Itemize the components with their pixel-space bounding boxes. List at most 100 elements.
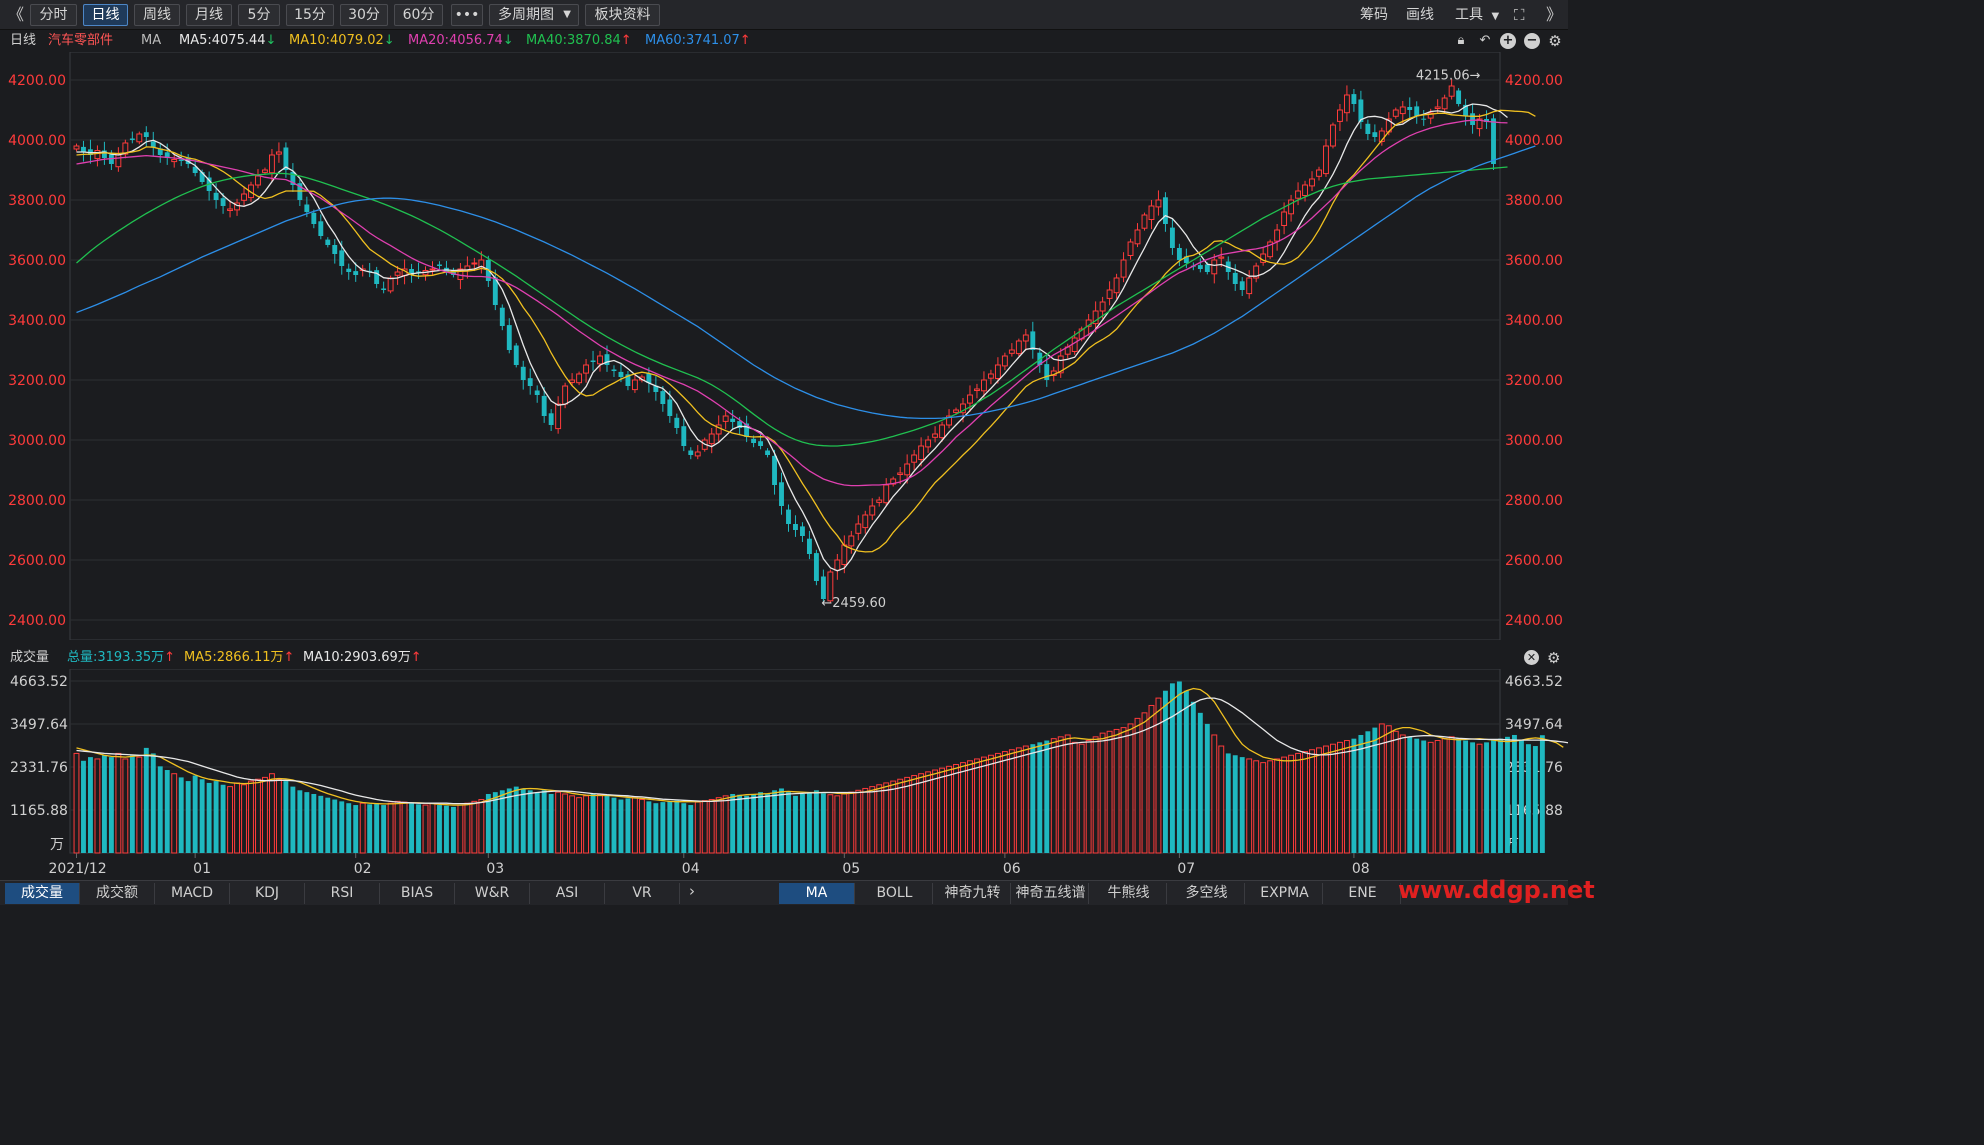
indicator-tab-kdj-3[interactable]: KDJ [230, 883, 305, 904]
period-tab-2[interactable]: 周线 [134, 4, 180, 26]
candle-down [1183, 256, 1189, 263]
overlay-tab-expma-6[interactable]: EXPMA [1247, 883, 1323, 904]
candle-down [499, 307, 505, 326]
volume-bar-down [332, 799, 338, 853]
volume-bar-up [115, 752, 122, 854]
overlay-tab-item-4[interactable]: 牛熊线 [1091, 883, 1167, 904]
period-tab-3[interactable]: 月线 [186, 4, 232, 26]
candle-up [1274, 229, 1281, 242]
indicator-tab-asi-7[interactable]: ASI [530, 883, 605, 904]
x-tick-label: 04 [682, 861, 700, 877]
y-tick-label-left: 3000.00 [8, 433, 66, 449]
period-tab-4[interactable]: 5分 [238, 4, 280, 26]
chevron-right-icon[interactable]: › [689, 882, 695, 900]
candle-up [994, 364, 1001, 379]
volume-bar-down [744, 795, 750, 853]
volume-bar-up [1015, 747, 1022, 854]
candle-up [597, 355, 603, 365]
ma60-value: MA60:3741.07↑ [645, 30, 751, 52]
period-tab-0[interactable]: 分时 [30, 4, 77, 26]
volume-bar-down [192, 775, 198, 853]
volume-bar-down [1414, 738, 1420, 853]
period-tab-7[interactable]: 60分 [394, 4, 443, 26]
candle-up [932, 433, 939, 438]
volume-chart[interactable]: 4663.524663.523497.643497.642331.762331.… [0, 669, 1568, 880]
indicator-tab-item-0[interactable]: 成交量 [5, 883, 80, 904]
overlay-tab-item-5[interactable]: 多空线 [1169, 883, 1245, 904]
candle-up [1427, 112, 1434, 119]
multi-period-dropdown[interactable]: 多周期图 ▼ [489, 4, 579, 26]
x-tick-label: 06 [1003, 861, 1021, 877]
gear-icon[interactable]: ⚙ [1547, 649, 1561, 667]
zoom-out-icon[interactable]: − [1524, 33, 1540, 49]
more-periods-button[interactable]: ••• [451, 4, 483, 26]
close-icon[interactable]: ✕ [1524, 650, 1539, 665]
candle-down [311, 212, 317, 224]
overlay-tab-ma-0[interactable]: MA [779, 883, 855, 904]
candle-up [904, 463, 911, 476]
volume-bar-down [220, 784, 226, 853]
volume-bar-up [994, 752, 1001, 854]
draw-line-button[interactable]: 画线 [1406, 7, 1434, 23]
overlay-tab-ene-7[interactable]: ENE [1325, 883, 1401, 904]
volume-bar-up [1330, 743, 1336, 854]
volume-bar-up [960, 762, 966, 854]
volume-bar-down [1162, 690, 1168, 853]
period-label: 日线 [10, 33, 37, 48]
candle-up [122, 142, 129, 155]
volume-bar-down [1539, 735, 1545, 853]
expand-icon[interactable]: ⛶ [1514, 6, 1525, 24]
volume-bar-up [1385, 725, 1392, 854]
volume-bar-down [1532, 746, 1538, 853]
volume-bar-down [346, 803, 352, 853]
candle-up [576, 373, 583, 384]
double-chevron-left-icon[interactable]: 《 [8, 5, 25, 24]
candle-up [1448, 85, 1455, 97]
gear-icon[interactable]: ⚙ [1548, 32, 1562, 50]
candle-down [213, 192, 219, 200]
undo-icon[interactable]: ↶ [1479, 33, 1491, 48]
candle-down [513, 345, 519, 365]
volume-bar-down [318, 795, 324, 853]
volume-bar-up [708, 799, 715, 854]
lock-icon[interactable]: 🔒︎ [1457, 33, 1465, 48]
double-chevron-right-icon[interactable]: 》 [1546, 5, 1563, 24]
volume-bar-down [492, 792, 498, 853]
sector-info-button[interactable]: 板块资料 [585, 4, 660, 26]
volume-bar-down [150, 753, 156, 853]
overlay-tab-item-2[interactable]: 神奇九转 [935, 883, 1011, 904]
indicator-tab-item-1[interactable]: 成交额 [80, 883, 155, 904]
candle-up [1330, 124, 1336, 147]
candle-up [387, 277, 394, 292]
indicator-tab-rsi-4[interactable]: RSI [305, 883, 380, 904]
chips-button[interactable]: 筹码 [1360, 7, 1388, 23]
indicator-tab-w-r-6[interactable]: W&R [455, 883, 530, 904]
price-chart[interactable]: 4200.00 4200.00 4000.00 4000.00 3800.00 3800.… [0, 52, 1568, 640]
indicator-tab-vr-8[interactable]: VR [605, 883, 680, 904]
period-tab-6[interactable]: 30分 [340, 4, 388, 26]
volume-bar-up [1057, 736, 1064, 854]
ma-legend: 日线 汽车零部件 MA MA5:4075.44↓ MA10:4079.02↓ M… [0, 30, 1568, 52]
period-tab-5[interactable]: 15分 [286, 4, 334, 26]
indicator-tab-macd-2[interactable]: MACD [155, 883, 230, 904]
candle-up [946, 415, 952, 426]
volume-bar-up [122, 758, 129, 854]
volume-bar-down [157, 766, 163, 853]
candle-up [1120, 259, 1127, 278]
volume-bar-up [1218, 745, 1225, 854]
candle-down [1176, 248, 1182, 260]
overlay-tab-item-3[interactable]: 神奇五线谱 [1013, 883, 1089, 904]
zoom-in-icon[interactable]: + [1500, 33, 1516, 49]
volume-bar-up [471, 800, 478, 854]
candle-up [1113, 277, 1120, 294]
candle-down [290, 171, 296, 185]
volume-bar-down [88, 757, 93, 853]
volume-bar-down [311, 793, 317, 853]
volume-ma5-text: MA5:2866.11万 [184, 650, 284, 665]
overlay-tab-boll-1[interactable]: BOLL [857, 883, 933, 904]
period-tab-1[interactable]: 日线 [83, 4, 128, 26]
tools-menu[interactable]: 工具 ▼ [1455, 5, 1499, 27]
indicator-tab-bias-5[interactable]: BIAS [380, 883, 455, 904]
volume-bar-up [569, 795, 576, 854]
volume-bar-up [883, 782, 890, 854]
